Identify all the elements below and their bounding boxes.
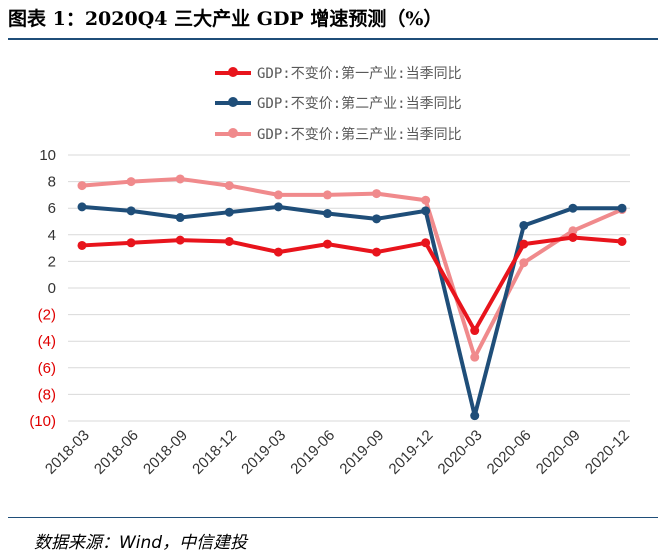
series-line [80, 176, 624, 360]
legend-item-secondary: GDP:不变价:第二产业:当季同比 [215, 92, 462, 114]
y-tick-label: (2) [38, 307, 56, 324]
y-tick-label: (6) [38, 360, 56, 377]
y-tick-label: 6 [48, 200, 56, 217]
data-point [224, 181, 234, 191]
y-tick-label: 10 [39, 147, 56, 164]
x-tick-label: 2020-09 [533, 427, 584, 478]
figure-title: 图表 1：2020Q4 三大产业 GDP 增速预测（%） [8, 8, 443, 30]
data-point [322, 239, 332, 249]
data-point [126, 206, 136, 216]
data-point [372, 214, 382, 224]
x-tick-label: 2020-06 [484, 427, 535, 478]
series-3 [77, 174, 627, 362]
data-point [519, 258, 529, 268]
data-point [273, 247, 283, 257]
x-tick-label: 2019-12 [386, 427, 437, 478]
data-point [470, 411, 480, 421]
source-divider [8, 517, 658, 518]
data-point [77, 240, 87, 250]
x-tick-label: 2019-03 [238, 427, 289, 478]
x-axis-ticks: 2018-032018-062018-092018-122019-032019-… [42, 427, 633, 478]
x-tick-label: 2018-12 [189, 427, 240, 478]
data-point [224, 207, 234, 217]
data-point [77, 202, 87, 212]
y-tick-label: (10) [29, 413, 56, 430]
series-1 [77, 232, 627, 336]
data-point [372, 189, 382, 199]
x-tick-label: 2018-09 [140, 427, 191, 478]
legend-swatch-tertiary [215, 128, 251, 138]
data-point [470, 326, 480, 336]
data-point [175, 174, 185, 184]
data-point [519, 220, 529, 230]
data-point [273, 190, 283, 200]
data-point [568, 232, 578, 242]
x-tick-label: 2020-12 [582, 427, 633, 478]
x-tick-label: 2019-06 [287, 427, 338, 478]
y-tick-label: 8 [48, 174, 56, 191]
legend-swatch-primary [215, 67, 251, 77]
y-tick-label: 0 [48, 280, 56, 297]
y-tick-label: 4 [48, 227, 56, 244]
data-point [421, 195, 431, 205]
data-point [421, 206, 431, 216]
legend-item-tertiary: GDP:不变价:第三产业:当季同比 [215, 123, 462, 145]
x-tick-label: 2019-09 [336, 427, 387, 478]
y-tick-label: (8) [38, 386, 56, 403]
legend-swatch-secondary [215, 97, 251, 107]
data-point [372, 247, 382, 257]
y-axis-ticks: 10 8 6 4 2 0 (2) (4) (6) (8) (10) [29, 147, 56, 430]
data-point [77, 181, 87, 191]
data-point [568, 203, 578, 213]
y-tick-label: 2 [48, 253, 56, 270]
data-point [273, 202, 283, 212]
data-point [175, 235, 185, 245]
data-point [322, 190, 332, 200]
series-lines [77, 174, 627, 421]
title-divider [8, 38, 658, 40]
x-tick-label: 2018-06 [91, 427, 142, 478]
data-point [175, 213, 185, 223]
series-line [80, 204, 624, 418]
data-point [568, 226, 578, 236]
y-tick-label: (4) [38, 333, 56, 350]
source-note: 数据来源：Wind，中信建投 [34, 533, 248, 553]
data-point [421, 238, 431, 248]
x-tick-label: 2018-03 [42, 427, 93, 478]
legend-label-secondary: GDP:不变价:第二产业:当季同比 [257, 96, 462, 112]
x-tick-label: 2020-03 [435, 427, 486, 478]
series-line [80, 235, 624, 333]
legend-item-primary: GDP:不变价:第一产业:当季同比 [215, 62, 462, 84]
data-point [470, 352, 480, 362]
data-point [519, 239, 529, 249]
data-point [224, 236, 234, 246]
legend-label-tertiary: GDP:不变价:第三产业:当季同比 [257, 127, 462, 143]
data-point [617, 236, 627, 246]
legend-label-primary: GDP:不变价:第一产业:当季同比 [257, 66, 462, 82]
data-point [126, 177, 136, 187]
series-2 [77, 202, 627, 421]
data-point [322, 209, 332, 219]
data-point [126, 238, 136, 248]
data-point [617, 203, 627, 213]
